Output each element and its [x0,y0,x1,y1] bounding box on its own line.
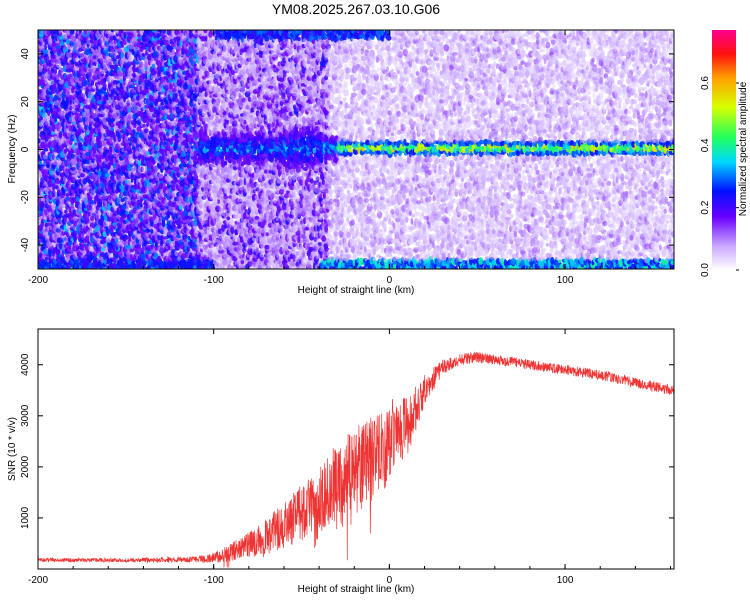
spectrogram-cell [93,137,97,143]
spectrogram-cell [47,49,51,56]
spectrogram-cell [54,68,58,75]
spectrogram-cell [58,30,62,34]
spectrogram-cell [57,56,61,64]
spectrogram-cell [140,61,144,67]
spectrogram-cell [55,178,61,184]
spectrogram-cell [48,234,53,239]
spectrogram-cell [42,153,49,160]
spectrogram-cell [42,142,49,150]
spectrogram-cell [79,107,83,112]
spectrogram-cell [38,161,43,166]
spectrogram-cell [124,235,129,240]
spectrogram-cell [142,123,146,128]
spectrogram-cell [50,204,56,209]
spectrogram-cell [144,60,148,68]
spectrogram-cell [40,165,46,172]
spectrogram-cell [45,237,51,242]
spectrogram-cell [54,191,57,198]
spectrogram-cell [41,224,45,229]
spectrogram-cell [105,172,110,178]
spectrogram-cell [51,34,55,40]
spectrogram-cell [167,72,171,78]
spectrogram-cell [63,45,67,51]
spectrogram-cell [132,262,137,269]
spectrogram-cell [162,30,166,34]
spectrogram-cell [152,258,156,267]
spectrogram-cell [43,48,49,55]
spectrogram-cell [38,176,41,180]
spectrogram-cell [159,259,163,267]
spectrogram-cell [54,117,57,123]
spectrogram-cell [58,130,63,139]
spectrogram-cell [83,79,87,85]
chart-title: YM08.2025.267.03.10.G06 [272,1,440,17]
spectrogram-cell [167,169,172,175]
spectrogram-cell [139,30,144,35]
spectrogram-cell [58,242,63,250]
spectrogram-cell [46,222,52,227]
spectrogram-cell [158,172,164,179]
spectrogram-cell [44,168,50,177]
spectrogram-cell [61,109,65,115]
spectrogram-cell [173,203,178,209]
spectrogram-cell [171,49,176,54]
spectrogram-cell [64,209,68,214]
spectrogram-cell [71,30,75,35]
spectrogram-cells [38,30,674,269]
